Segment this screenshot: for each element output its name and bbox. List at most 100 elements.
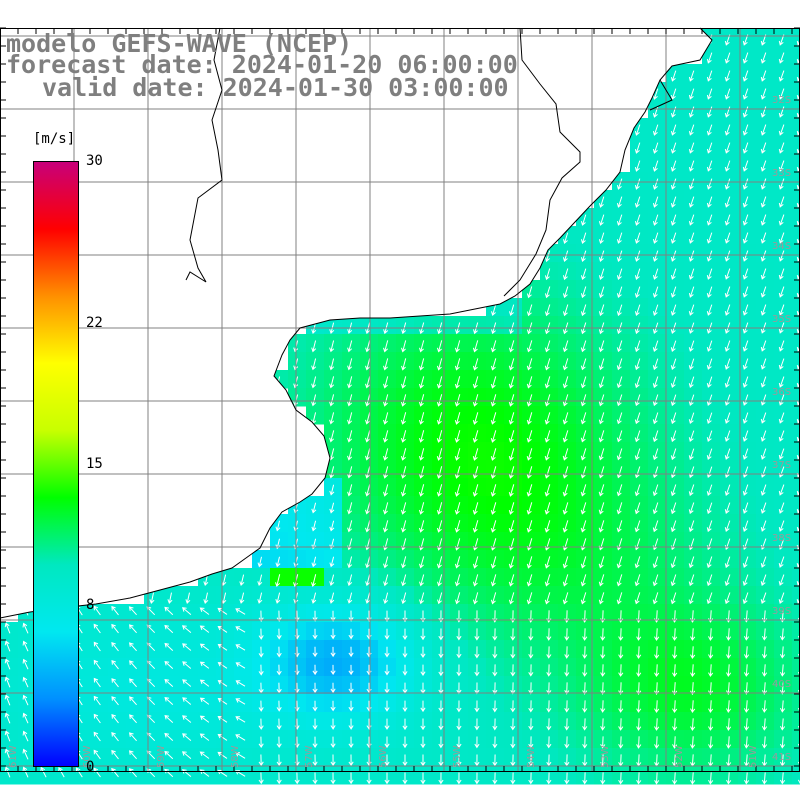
wind-arrow <box>652 304 659 317</box>
wind-arrow <box>383 520 389 533</box>
wind-arrow <box>598 502 605 515</box>
wind-arrow <box>257 556 263 568</box>
wind-arrow <box>312 646 318 658</box>
wind-speed-cell <box>792 316 800 335</box>
wind-arrow <box>744 736 750 749</box>
wind-arrow <box>562 340 569 353</box>
wind-arrow <box>582 700 588 713</box>
wind-arrow <box>760 232 767 244</box>
wind-speed-cell <box>792 748 800 767</box>
wind-arrow <box>724 340 731 352</box>
wind-arrow <box>580 502 587 515</box>
wind-arrow <box>634 484 641 497</box>
wind-arrow <box>724 196 731 208</box>
border-line <box>649 79 673 111</box>
wind-arrow <box>652 232 659 244</box>
wind-arrow <box>600 628 606 641</box>
wind-arrow <box>436 430 443 443</box>
latitude-label: 33S <box>772 168 791 179</box>
wind-arrow <box>472 466 479 479</box>
wind-arrow <box>474 628 480 641</box>
wind-arrow <box>329 430 335 443</box>
wind-arrow <box>544 412 551 425</box>
wind-arrow <box>402 718 408 731</box>
latitude-label: 36S <box>772 387 791 398</box>
wind-arrow <box>182 697 192 705</box>
wind-arrow <box>688 214 695 226</box>
wind-arrow <box>128 642 137 652</box>
wind-arrow <box>634 214 641 226</box>
wind-arrow <box>616 448 623 461</box>
wind-arrow <box>634 556 641 569</box>
longitude-label: 61W <box>8 745 19 768</box>
wind-arrow <box>402 736 408 749</box>
wind-speed-cell <box>792 478 800 497</box>
wind-arrow <box>544 484 551 497</box>
wind-arrow <box>706 178 713 190</box>
wind-arrow <box>182 733 192 741</box>
wind-arrow <box>670 160 677 172</box>
wind-arrow <box>562 304 569 317</box>
wind-arrow <box>688 304 695 316</box>
wind-arrow <box>564 664 570 677</box>
wind-arrow <box>418 502 425 515</box>
wind-arrow <box>509 304 515 316</box>
wind-arrow <box>670 88 677 100</box>
wind-arrow <box>724 124 731 136</box>
wind-arrow <box>276 646 282 658</box>
wind-arrow <box>706 556 713 569</box>
wind-arrow <box>437 592 443 605</box>
wind-arrow <box>598 466 605 479</box>
wind-arrow <box>329 484 335 496</box>
wind-arrow <box>528 664 534 677</box>
wind-arrow <box>418 520 425 533</box>
wind-arrow <box>796 74 800 82</box>
wind-arrow <box>347 412 353 425</box>
wind-arrow <box>742 556 749 568</box>
wind-arrow <box>616 592 623 605</box>
longitude-label: 55W <box>452 745 463 768</box>
wind-arrow <box>670 268 677 280</box>
wind-arrow <box>743 700 750 713</box>
wind-arrow <box>384 646 390 658</box>
wind-arrow <box>562 376 569 389</box>
wind-arrow <box>528 736 534 749</box>
wind-arrow <box>562 412 569 425</box>
wind-arrow <box>672 772 678 785</box>
wind-arrow <box>582 736 588 749</box>
wind-arrow <box>276 628 282 640</box>
wind-arrow <box>217 733 228 741</box>
wind-arrow <box>438 754 444 767</box>
wind-arrow <box>688 178 695 190</box>
wind-arrow <box>796 524 800 532</box>
wind-arrow <box>508 430 515 443</box>
wind-arrow <box>562 592 569 605</box>
wind-arrow <box>779 628 786 641</box>
wind-arrow <box>760 250 767 262</box>
wind-arrow <box>724 394 731 406</box>
wind-arrow <box>510 682 516 695</box>
wind-arrow <box>724 70 731 82</box>
wind-speed-cell <box>792 568 800 587</box>
wind-arrow <box>743 718 750 731</box>
wind-arrow <box>598 286 605 299</box>
wind-arrow <box>670 394 677 407</box>
wind-arrow <box>634 196 641 208</box>
wind-arrow <box>634 502 641 515</box>
wind-arrow <box>742 376 749 388</box>
wind-arrow <box>348 754 354 767</box>
latitude-label: 38S <box>772 533 791 544</box>
wind-arrow <box>706 430 713 442</box>
wind-arrow <box>742 358 749 370</box>
wind-arrow <box>419 556 425 569</box>
wind-arrow <box>616 304 623 317</box>
wind-arrow <box>235 662 246 669</box>
wind-arrow <box>526 592 533 605</box>
wind-arrow <box>348 718 354 730</box>
wind-arrow <box>311 340 317 353</box>
wind-arrow <box>706 232 713 244</box>
wind-arrow <box>580 466 587 479</box>
latitude-label: 32S <box>772 95 791 106</box>
